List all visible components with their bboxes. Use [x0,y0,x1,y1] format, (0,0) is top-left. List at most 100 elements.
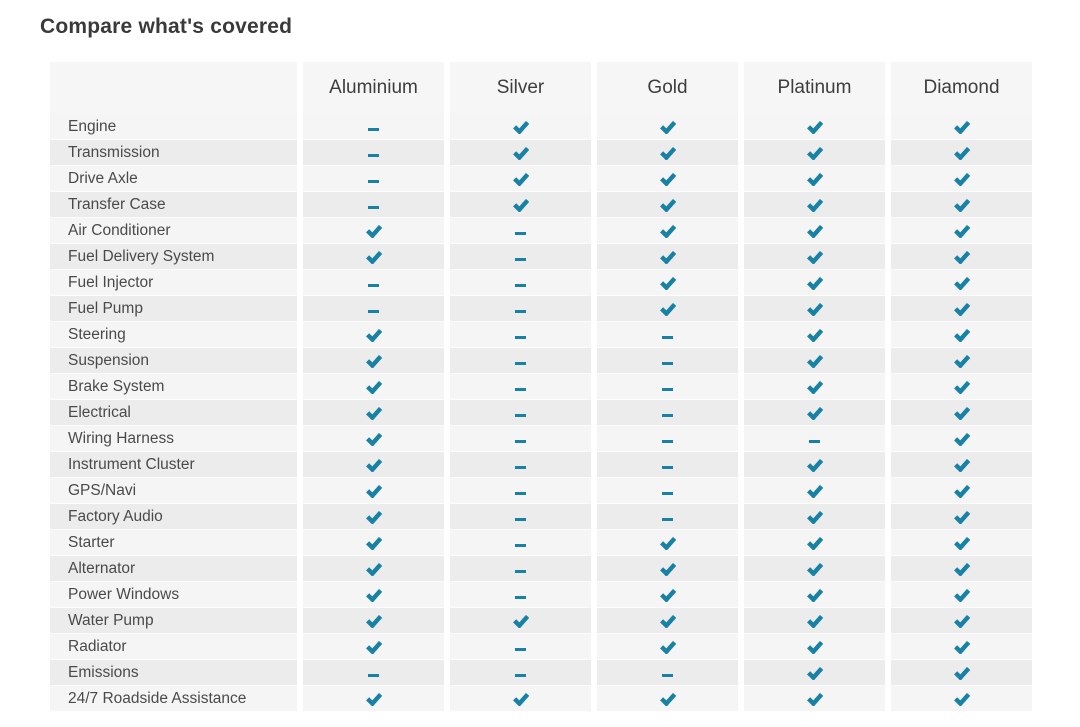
check-icon [806,250,823,264]
coverage-cell [303,140,444,166]
coverage-cell [744,140,885,166]
dash-icon [368,283,379,287]
coverage-cell [450,686,591,712]
check-icon [953,172,970,186]
coverage-cell [303,556,444,582]
coverage-cell [744,192,885,218]
check-icon [659,614,676,628]
check-icon [659,146,676,160]
dash-icon [515,335,526,339]
dash-icon [515,439,526,443]
check-icon [806,536,823,550]
coverage-cell [891,608,1032,634]
coverage-cell [450,166,591,192]
table-row: Steering [50,322,1032,348]
check-icon [806,198,823,212]
check-icon [806,120,823,134]
coverage-cell [450,218,591,244]
table-row: Brake System [50,374,1032,400]
check-icon [365,510,382,524]
check-icon [953,146,970,160]
coverage-cell [597,660,738,686]
coverage-cell [891,582,1032,608]
table-row: Power Windows [50,582,1032,608]
plan-column-header: Platinum [744,62,885,114]
table-row: Engine [50,114,1032,140]
feature-label: Water Pump [50,608,297,634]
coverage-cell [891,244,1032,270]
coverage-cell [891,452,1032,478]
check-icon [953,432,970,446]
check-icon [365,588,382,602]
coverage-cell [744,374,885,400]
coverage-cell [450,140,591,166]
coverage-cell [450,348,591,374]
feature-label: Air Conditioner [50,218,297,244]
coverage-cell [450,374,591,400]
coverage-cell [450,660,591,686]
coverage-cell [744,348,885,374]
coverage-cell [891,530,1032,556]
feature-label: Emissions [50,660,297,686]
table-row: Electrical [50,400,1032,426]
dash-icon [662,465,673,469]
table-row: Fuel Delivery System [50,244,1032,270]
coverage-cell [597,348,738,374]
feature-label: Fuel Delivery System [50,244,297,270]
table-header-row: Aluminium Silver Gold Platinum Diamond [50,62,1032,114]
coverage-cell [450,426,591,452]
dash-icon [662,491,673,495]
table-row: Alternator [50,556,1032,582]
check-icon [806,224,823,238]
coverage-cell [303,400,444,426]
check-icon [365,354,382,368]
coverage-cell [597,114,738,140]
dash-icon [515,647,526,651]
dash-icon [515,595,526,599]
coverage-cell [597,166,738,192]
check-icon [953,666,970,680]
coverage-cell [303,608,444,634]
check-icon [806,640,823,654]
coverage-cell [597,322,738,348]
coverage-cell [891,478,1032,504]
plan-column-header: Diamond [891,62,1032,114]
coverage-cell [450,530,591,556]
coverage-cell [303,192,444,218]
check-icon [365,432,382,446]
dash-icon [662,413,673,417]
check-icon [365,328,382,342]
table-row: Factory Audio [50,504,1032,530]
coverage-cell [450,114,591,140]
coverage-cell [597,218,738,244]
coverage-cell [744,166,885,192]
coverage-cell [744,556,885,582]
table-row: GPS/Navi [50,478,1032,504]
table-row: Instrument Cluster [50,452,1032,478]
check-icon [806,666,823,680]
check-icon [806,484,823,498]
table-row: Water Pump [50,608,1032,634]
coverage-cell [450,478,591,504]
check-icon [953,588,970,602]
coverage-cell [450,244,591,270]
coverage-cell [450,270,591,296]
coverage-cell [597,530,738,556]
coverage-cell [744,114,885,140]
dash-icon [809,439,820,443]
check-icon [512,614,529,628]
table-row: Suspension [50,348,1032,374]
coverage-cell [303,634,444,660]
coverage-cell [450,504,591,530]
coverage-cell [891,400,1032,426]
coverage-cell [303,452,444,478]
dash-icon [515,283,526,287]
check-icon [806,406,823,420]
feature-label: Fuel Pump [50,296,297,322]
coverage-cell [891,374,1032,400]
feature-label: 24/7 Roadside Assistance [50,686,297,712]
feature-label: Electrical [50,400,297,426]
check-icon [365,614,382,628]
coverage-cell [450,400,591,426]
